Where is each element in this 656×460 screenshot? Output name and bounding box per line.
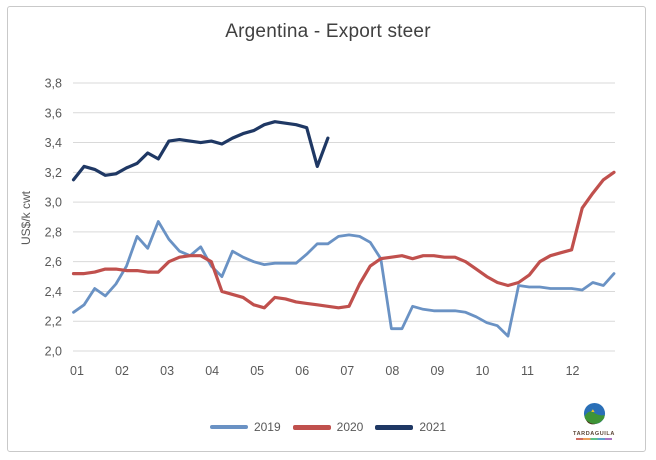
x-axis-tick-label: 07 xyxy=(340,364,354,378)
legend-label-2019: 2019 xyxy=(253,420,281,434)
y-axis-tick-label: 2,2 xyxy=(45,315,62,329)
x-axis-tick-label: 12 xyxy=(566,364,580,378)
legend-swatch-2019 xyxy=(209,425,248,429)
x-axis-tick-label: 05 xyxy=(250,364,264,378)
chart-frame xyxy=(7,6,646,452)
y-axis-tick-label: 3,2 xyxy=(45,166,62,180)
legend-item-2020: 2020 xyxy=(292,420,364,434)
x-axis-tick-label: 06 xyxy=(295,364,309,378)
y-axis-tick-label: 3,4 xyxy=(45,136,62,150)
x-axis-tick-label: 01 xyxy=(70,364,84,378)
logo-subtext-strip xyxy=(576,438,612,440)
y-axis-tick-label: 3,6 xyxy=(45,106,62,120)
legend-item-2021: 2021 xyxy=(375,420,446,434)
x-axis-tick-label: 09 xyxy=(430,364,444,378)
legend-item-2019: 2019 xyxy=(209,420,281,434)
series-line-2020 xyxy=(71,170,616,310)
chart-legend: 2019 2020 2021 xyxy=(0,420,656,434)
x-axis-tick-label: 04 xyxy=(205,364,219,378)
y-axis-tick-label: 3,0 xyxy=(45,196,62,210)
y-axis-tick-label: 3,8 xyxy=(45,77,62,91)
series-line-2019 xyxy=(72,220,616,338)
x-axis-tick-label: 11 xyxy=(521,364,534,378)
gridlines xyxy=(73,82,615,352)
x-axis-tick-label: 10 xyxy=(475,364,489,378)
x-axis-tick-labels: 01 02 03 04 05 06 07 08 09 10 11 12 xyxy=(70,364,580,378)
y-axis-tick-labels: 2,0 2,2 2,4 2,6 2,8 3,0 3,2 3,4 3,6 3,8 xyxy=(45,77,62,359)
legend-label-2021: 2021 xyxy=(419,420,447,434)
legend-swatch-2021 xyxy=(375,424,414,430)
x-axis-tick-label: 02 xyxy=(115,364,129,378)
legend-swatch-2020 xyxy=(292,424,331,430)
x-axis-tick-label: 03 xyxy=(160,364,174,378)
logo-text: TARDAGUILA xyxy=(573,431,615,437)
y-axis-tick-label: 2,0 xyxy=(45,345,62,359)
x-axis-tick-label: 08 xyxy=(385,364,399,378)
legend-label-2020: 2020 xyxy=(336,420,364,434)
chart-title: Argentina - Export steer xyxy=(225,21,431,42)
logo-globe-icon xyxy=(583,402,605,425)
series-line-2021 xyxy=(71,120,330,182)
y-axis-tick-label: 2,6 xyxy=(45,255,62,269)
y-axis-tick-label: 2,8 xyxy=(45,225,62,239)
y-axis-tick-label: 2,4 xyxy=(45,285,62,299)
logo: TARDAGUILA xyxy=(566,402,622,440)
